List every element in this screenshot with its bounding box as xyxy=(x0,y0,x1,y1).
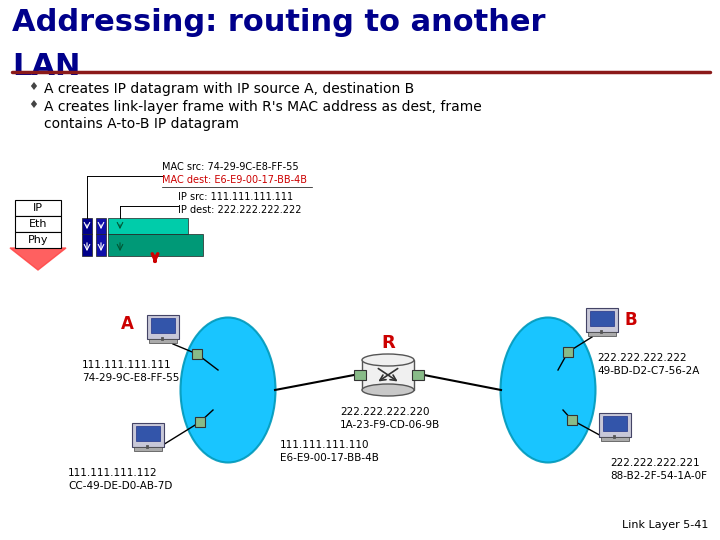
FancyBboxPatch shape xyxy=(586,308,618,332)
Text: ♦: ♦ xyxy=(28,100,38,110)
Text: 222.222.222.222
49-BD-D2-C7-56-2A: 222.222.222.222 49-BD-D2-C7-56-2A xyxy=(597,353,699,376)
Text: Eth: Eth xyxy=(29,219,48,229)
Ellipse shape xyxy=(500,318,595,462)
FancyBboxPatch shape xyxy=(136,427,160,441)
Ellipse shape xyxy=(362,384,414,396)
Text: 222.222.222.221
88-B2-2F-54-1A-0F: 222.222.222.221 88-B2-2F-54-1A-0F xyxy=(610,458,707,481)
Bar xyxy=(601,437,629,441)
Text: R: R xyxy=(381,334,395,352)
Bar xyxy=(412,370,424,380)
Text: 111.111.111.111
74-29-9C-E8-FF-55: 111.111.111.111 74-29-9C-E8-FF-55 xyxy=(82,360,179,383)
Bar xyxy=(149,339,177,343)
Text: B: B xyxy=(624,311,636,329)
Bar xyxy=(567,415,577,425)
Text: Link Layer 5-41: Link Layer 5-41 xyxy=(621,520,708,530)
FancyBboxPatch shape xyxy=(151,319,175,333)
Ellipse shape xyxy=(362,354,414,366)
Text: ♦: ♦ xyxy=(28,82,38,92)
Bar xyxy=(108,218,188,234)
Text: MAC dest: E6-E9-00-17-BB-4B: MAC dest: E6-E9-00-17-BB-4B xyxy=(162,175,307,185)
Bar xyxy=(15,216,61,232)
Text: MAC src: 74-29-9C-E8-FF-55: MAC src: 74-29-9C-E8-FF-55 xyxy=(162,162,299,172)
FancyBboxPatch shape xyxy=(147,315,179,339)
Bar xyxy=(96,218,106,234)
Text: IP: IP xyxy=(33,203,43,213)
Text: Addressing: routing to another: Addressing: routing to another xyxy=(12,8,546,37)
FancyBboxPatch shape xyxy=(132,423,164,447)
Text: IP src: 111.111.111.111: IP src: 111.111.111.111 xyxy=(178,192,293,202)
Bar xyxy=(15,200,61,216)
Text: A: A xyxy=(121,315,134,333)
Bar xyxy=(108,234,203,256)
Bar xyxy=(15,232,61,248)
Text: LAN: LAN xyxy=(12,52,81,81)
Bar xyxy=(563,347,573,357)
Bar xyxy=(82,218,92,234)
Bar xyxy=(362,360,414,390)
Text: IP dest: 222.222.222.222: IP dest: 222.222.222.222 xyxy=(178,205,302,215)
Text: 111.111.111.110
E6-E9-00-17-BB-4B: 111.111.111.110 E6-E9-00-17-BB-4B xyxy=(280,440,379,463)
FancyBboxPatch shape xyxy=(590,312,614,326)
Bar xyxy=(354,370,366,380)
Text: A creates link-layer frame with R's MAC address as dest, frame
contains A-to-B I: A creates link-layer frame with R's MAC … xyxy=(44,100,482,131)
FancyBboxPatch shape xyxy=(599,413,631,437)
Text: Phy: Phy xyxy=(28,235,48,245)
Text: 111.111.111.112
CC-49-DE-D0-AB-7D: 111.111.111.112 CC-49-DE-D0-AB-7D xyxy=(68,468,172,491)
Bar xyxy=(588,332,616,336)
FancyBboxPatch shape xyxy=(603,416,627,431)
Bar xyxy=(192,349,202,359)
Text: 222.222.222.220
1A-23-F9-CD-06-9B: 222.222.222.220 1A-23-F9-CD-06-9B xyxy=(340,407,440,430)
Bar xyxy=(96,234,106,256)
Polygon shape xyxy=(10,248,66,270)
Text: A creates IP datagram with IP source A, destination B: A creates IP datagram with IP source A, … xyxy=(44,82,414,96)
Ellipse shape xyxy=(181,318,276,462)
Bar xyxy=(134,447,162,451)
Bar xyxy=(195,417,205,427)
Bar xyxy=(82,234,92,256)
